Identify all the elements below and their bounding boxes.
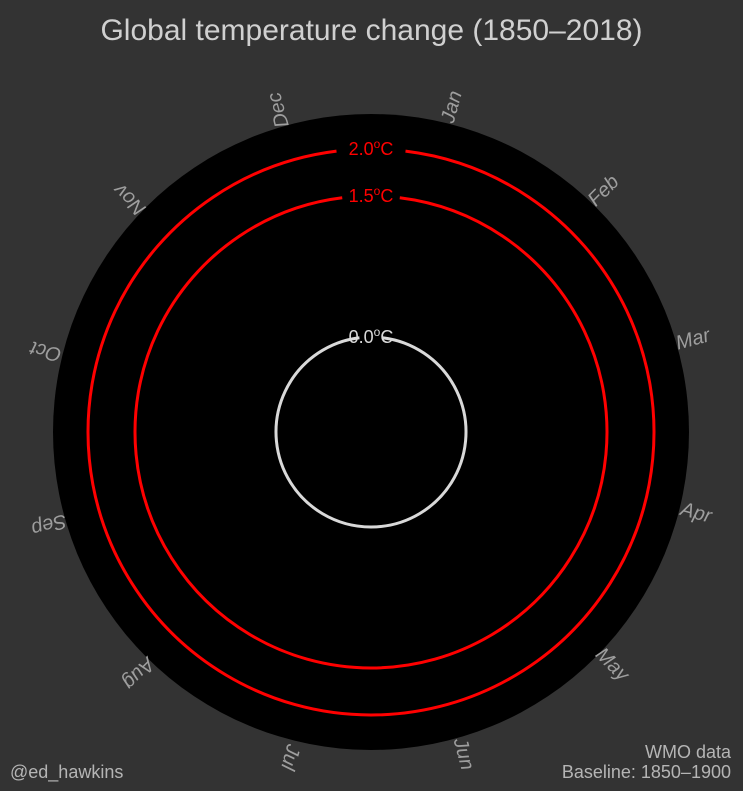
baseline-text: Baseline: 1850–1900 (562, 762, 731, 783)
month-label-dec: Dec (263, 90, 293, 130)
ring-label-2: 2.0oC (349, 137, 394, 159)
ring-label-0: 0.0oC (349, 325, 394, 347)
month-label-oct: Oct (27, 336, 64, 366)
month-label-jun: Jun (448, 735, 478, 773)
month-label-sep: Sep (29, 509, 69, 539)
month-label-mar: Mar (674, 324, 714, 355)
month-label-apr: Apr (677, 498, 715, 528)
polar-chart: 0.0oC1.5oC2.0oCJanFebMarAprMayJunJulAugS… (0, 0, 743, 791)
source-text: WMO data (645, 742, 731, 763)
chart-disc (53, 114, 689, 750)
ring-label-1: 1.5oC (349, 184, 394, 206)
month-label-jan: Jan (437, 88, 467, 126)
month-label-jul: Jul (276, 741, 304, 773)
credit-text: @ed_hawkins (10, 762, 123, 783)
